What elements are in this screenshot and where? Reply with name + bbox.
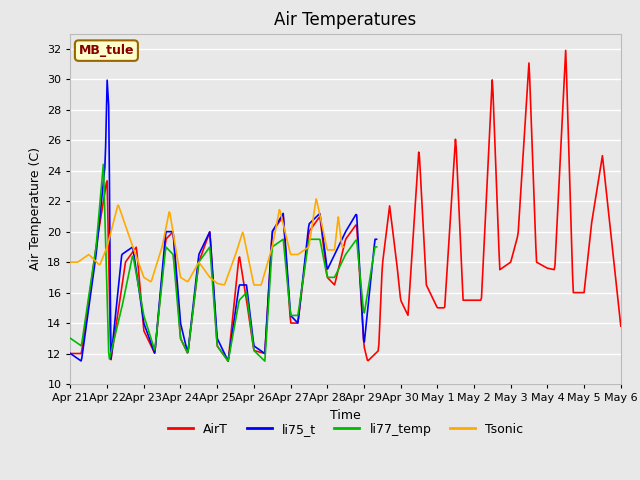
X-axis label: Time: Time (330, 408, 361, 421)
Title: Air Temperatures: Air Temperatures (275, 11, 417, 29)
Legend: AirT, li75_t, li77_temp, Tsonic: AirT, li75_t, li77_temp, Tsonic (163, 418, 528, 441)
Y-axis label: Air Temperature (C): Air Temperature (C) (29, 147, 42, 270)
Text: MB_tule: MB_tule (79, 44, 134, 57)
